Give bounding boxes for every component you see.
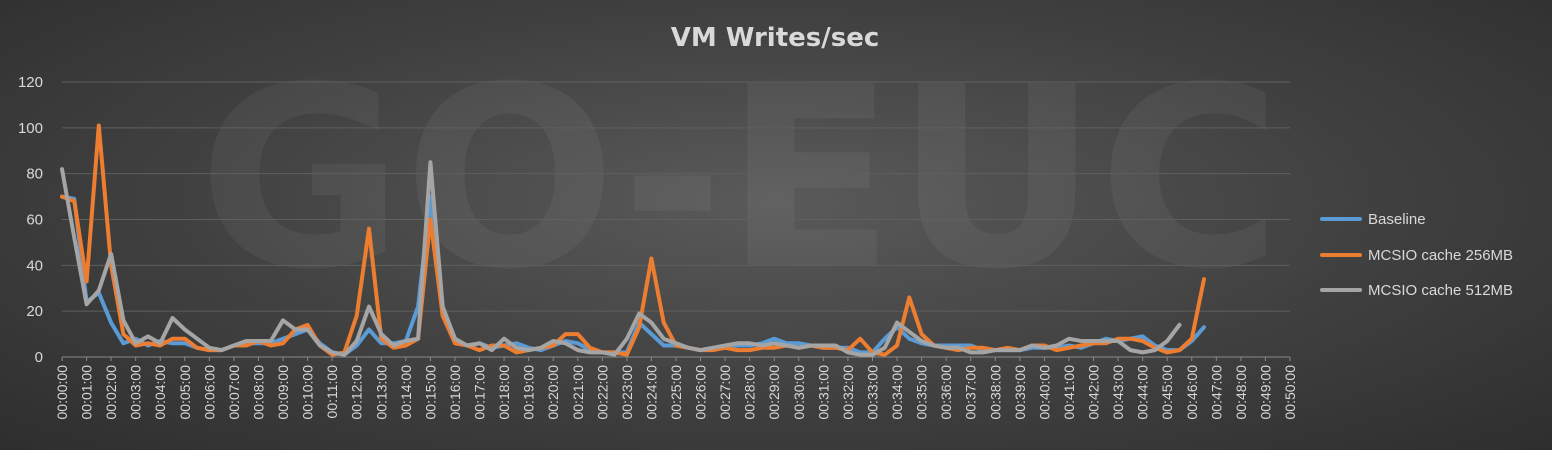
x-tick-label: 00:35:00 xyxy=(914,365,930,420)
grid xyxy=(62,81,1290,358)
x-tick-label: 00:13:00 xyxy=(373,365,389,420)
x-tick-label: 00:06:00 xyxy=(201,365,217,420)
chart-title: VM Writes/sec xyxy=(671,23,880,53)
y-tick-label: 80 xyxy=(26,166,43,183)
x-tick-label: 00:05:00 xyxy=(177,365,193,420)
x-tick-label: 00:19:00 xyxy=(521,365,537,420)
x-tick-label: 00:20:00 xyxy=(545,365,561,420)
x-tick-label: 00:44:00 xyxy=(1135,365,1151,420)
x-tick-label: 00:31:00 xyxy=(815,365,831,420)
x-tick-label: 00:39:00 xyxy=(1012,365,1028,420)
x-tick-label: 00:09:00 xyxy=(275,365,291,420)
x-tick-label: 00:16:00 xyxy=(447,365,463,420)
x-tick-label: 00:47:00 xyxy=(1208,365,1224,420)
y-tick-label: 60 xyxy=(26,212,43,229)
x-tick-label: 00:41:00 xyxy=(1061,365,1077,420)
x-tick-label: 00:33:00 xyxy=(864,365,880,420)
x-tick-label: 00:43:00 xyxy=(1110,365,1126,420)
y-tick-label: 0 xyxy=(35,349,43,366)
x-axis: 00:00:00 00:01:00 00:02:00 00:03:00 00:04:00… xyxy=(54,357,1298,420)
x-tick-label: 00:11:00 xyxy=(324,365,340,419)
legend-label: MCSIO cache 512MB xyxy=(1368,282,1513,299)
x-tick-label: 00:26:00 xyxy=(693,365,709,420)
x-tick-label: 00:36:00 xyxy=(938,365,954,420)
x-tick-label: 00:14:00 xyxy=(398,365,414,420)
y-tick-label: 40 xyxy=(26,257,43,274)
x-tick-label: 00:40:00 xyxy=(1036,365,1052,420)
legend-label: MCSIO cache 256MB xyxy=(1368,247,1513,264)
x-tick-label: 00:38:00 xyxy=(987,365,1003,420)
x-tick-label: 00:08:00 xyxy=(250,365,266,420)
x-tick-label: 00:21:00 xyxy=(570,365,586,420)
y-tick-label: 120 xyxy=(18,74,43,91)
x-tick-label: 00:00:00 xyxy=(54,365,70,420)
y-tick-label: 100 xyxy=(18,120,43,137)
x-tick-label: 00:29:00 xyxy=(766,365,782,420)
x-tick-label: 00:12:00 xyxy=(349,365,365,420)
x-tick-label: 00:45:00 xyxy=(1159,365,1175,420)
x-tick-label: 00:49:00 xyxy=(1257,365,1273,420)
legend-label: Baseline xyxy=(1368,211,1426,228)
x-tick-label: 00:24:00 xyxy=(643,365,659,420)
x-tick-label: 00:30:00 xyxy=(791,365,807,420)
x-tick-label: 00:42:00 xyxy=(1086,365,1102,420)
x-tick-label: 00:32:00 xyxy=(840,365,856,420)
x-tick-label: 00:04:00 xyxy=(152,365,168,420)
x-tick-label: 00:15:00 xyxy=(422,365,438,420)
x-tick-label: 00:46:00 xyxy=(1184,365,1200,420)
x-tick-label: 00:17:00 xyxy=(472,365,488,420)
legend: Baseline MCSIO cache 256MB MCSIO cache 512… xyxy=(1320,211,1513,299)
x-tick-label: 00:34:00 xyxy=(889,365,905,420)
x-tick-label: 00:10:00 xyxy=(300,365,316,420)
x-tick-label: 00:03:00 xyxy=(128,365,144,420)
x-tick-label: 00:02:00 xyxy=(103,365,119,420)
x-tick-label: 00:07:00 xyxy=(226,365,242,420)
x-tick-label: 00:50:00 xyxy=(1282,365,1298,420)
series-lines xyxy=(60,123,1206,357)
x-tick-label: 00:28:00 xyxy=(742,365,758,420)
x-tick-label: 00:18:00 xyxy=(496,365,512,420)
series-line-mcsio-cache-512mb xyxy=(60,160,1182,357)
x-tick-label: 00:37:00 xyxy=(963,365,979,420)
y-tick-label: 20 xyxy=(26,303,43,320)
x-tick-label: 00:25:00 xyxy=(668,365,684,420)
x-tick-label: 00:22:00 xyxy=(594,365,610,420)
y-axis: 0 20 40 60 80 100 120 xyxy=(18,74,43,366)
x-tick-label: 00:27:00 xyxy=(717,365,733,420)
x-tick-label: 00:01:00 xyxy=(79,365,95,420)
x-tick-label: 00:23:00 xyxy=(619,365,635,420)
x-tick-label: 00:48:00 xyxy=(1233,365,1249,420)
